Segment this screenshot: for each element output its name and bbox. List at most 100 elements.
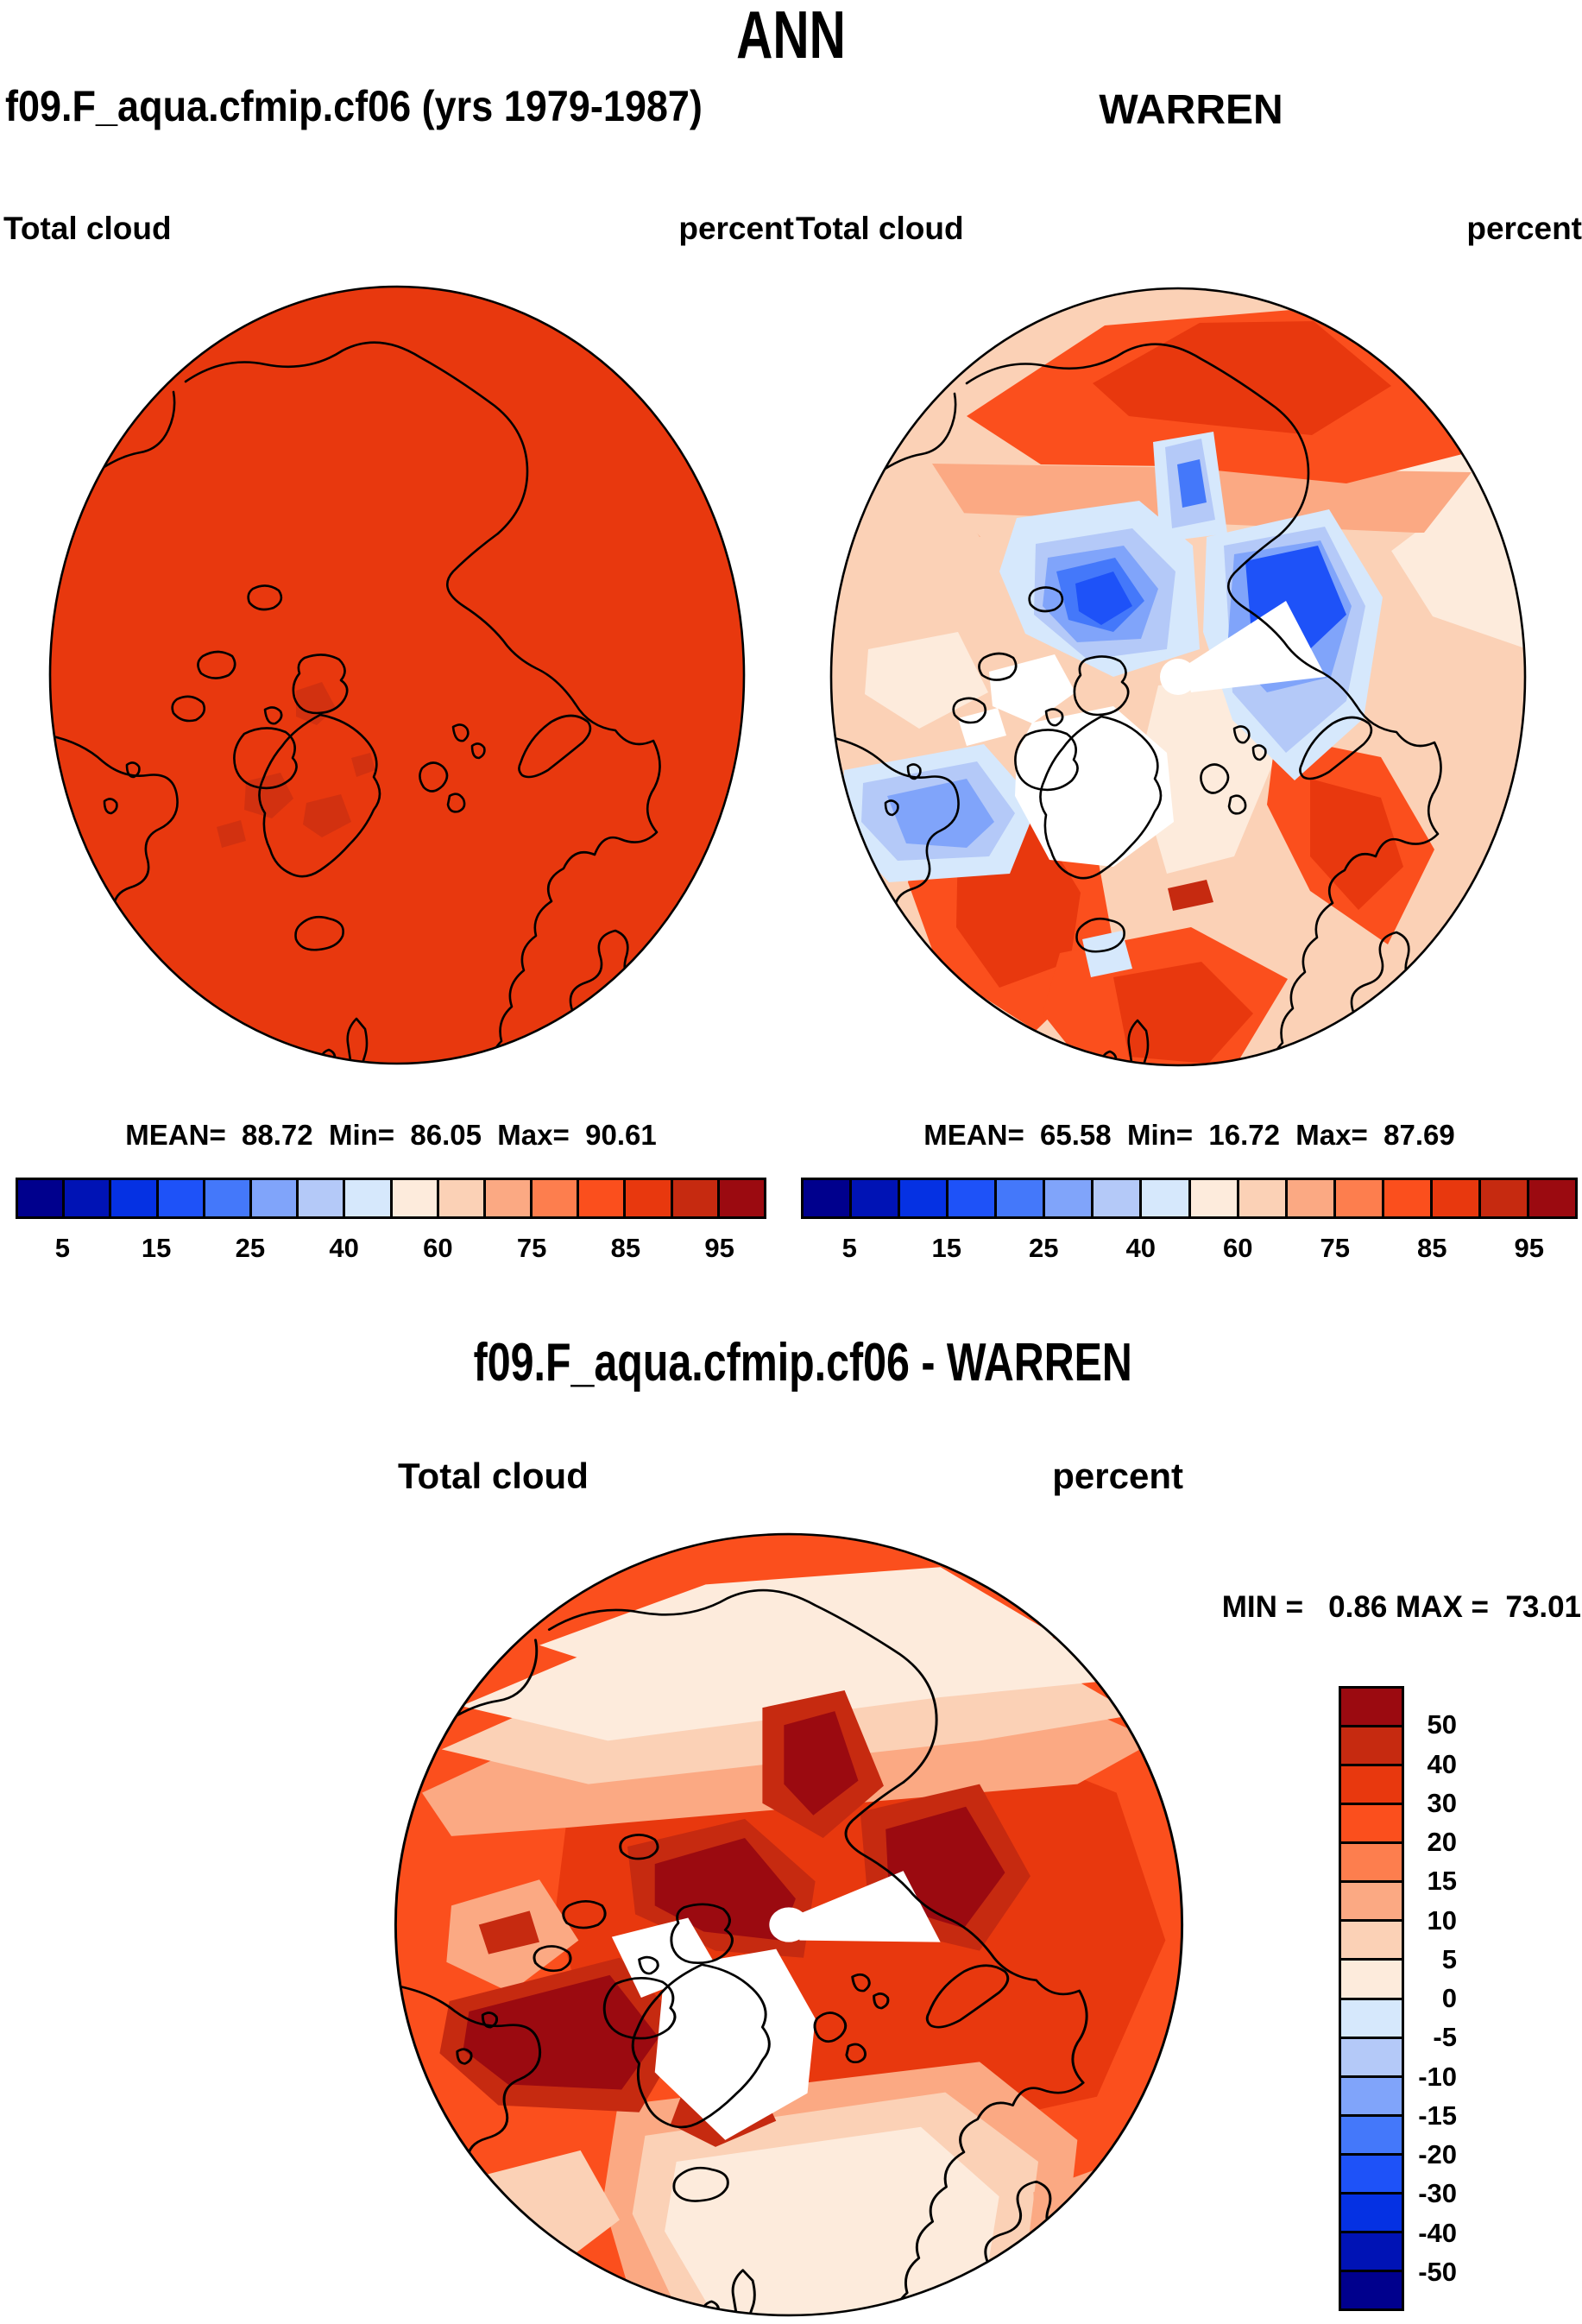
colorbar-cell	[1341, 1727, 1402, 1765]
colorbar-tick-label: 5	[54, 1233, 70, 1263]
model-colorbar-ticks: 5 15 25 40 60 75 85 95	[16, 1233, 766, 1267]
model-map	[47, 285, 747, 1066]
colorbar-tick-label: 95	[1514, 1233, 1544, 1263]
obs-field-label: Total cloud	[796, 211, 964, 246]
colorbar-cell	[1341, 2271, 1402, 2308]
colorbar-tick-label: 0	[1441, 1983, 1457, 2013]
colorbar-cell	[1142, 1180, 1188, 1216]
model-field	[50, 287, 744, 1064]
colorbar-cell	[579, 1180, 624, 1216]
colorbar-cell	[1341, 2232, 1402, 2270]
colorbar-tick-label: -15	[1418, 2100, 1457, 2131]
colorbar-tick-label: 15	[1427, 1866, 1457, 1897]
model-stats-line: MEAN= 88.72 Min= 86.05 Max= 90.61	[125, 1119, 657, 1151]
colorbar-tick-label: 40	[329, 1233, 359, 1263]
colorbar-tick-label: 5	[841, 1233, 857, 1263]
colorbar-cell	[1341, 2155, 1402, 2192]
colorbar-tick-label: 50	[1427, 1709, 1457, 1740]
colorbar-cell	[205, 1180, 249, 1216]
colorbar-cell	[900, 1180, 947, 1216]
colorbar-tick-label: -20	[1418, 2139, 1457, 2169]
colorbar-tick-label: 75	[1320, 1233, 1350, 1263]
colorbar-cell	[1335, 1180, 1382, 1216]
model-units-label: percent	[678, 211, 794, 246]
colorbar-tick-label: 30	[1427, 1787, 1457, 1818]
colorbar-cell	[299, 1180, 344, 1216]
colorbar-cell	[997, 1180, 1043, 1216]
obs-panel-title: WARREN	[1099, 87, 1283, 133]
colorbar-cell	[1341, 1805, 1402, 1842]
diff-colorbar-ticks: 50 40 30 20 15 10 5 0 -5 -10 -15 -20 -30 -40 -50	[1409, 1686, 1457, 2311]
colorbar-tick-label: 15	[931, 1233, 961, 1263]
diff-field-label: Total cloud	[398, 1456, 589, 1496]
colorbar-cell	[1480, 1180, 1527, 1216]
colorbar-cell	[672, 1180, 717, 1216]
colorbar-cell	[719, 1180, 764, 1216]
colorbar-cell	[1341, 1766, 1402, 1803]
obs-field	[831, 288, 1525, 1065]
colorbar-cell	[1341, 1883, 1402, 1920]
colorbar-cell	[1045, 1180, 1092, 1216]
diff-field	[395, 1534, 1182, 2315]
colorbar-tick-label: 25	[235, 1233, 266, 1263]
colorbar-cell	[1383, 1180, 1430, 1216]
colorbar-tick-label: 75	[516, 1233, 547, 1263]
colorbar-cell	[1341, 2077, 1402, 2114]
colorbar-cell	[1190, 1180, 1237, 1216]
colorbar-cell	[533, 1180, 577, 1216]
colorbar-tick-label: 10	[1427, 1904, 1457, 1936]
colorbar-cell	[438, 1180, 483, 1216]
model-field-label: Total cloud	[3, 211, 172, 246]
colorbar-tick-label: 40	[1427, 1748, 1457, 1779]
obs-colorbar	[801, 1178, 1578, 1219]
colorbar-cell	[345, 1180, 390, 1216]
colorbar-cell	[1238, 1180, 1285, 1216]
colorbar-tick-label: -30	[1418, 2178, 1457, 2209]
model-panel-title-text: f09.F_aqua.cfmip.cf06 (yrs 1979-1987)	[5, 82, 703, 130]
colorbar-cell	[251, 1180, 297, 1216]
colorbar-tick-label: 40	[1125, 1233, 1156, 1263]
colorbar-cell	[1341, 2116, 1402, 2153]
diff-minmax-line: MIN = 0.86 MAX = 73.01	[1221, 1590, 1581, 1624]
page-title-text: ANN	[736, 0, 846, 73]
diff-units-label: percent	[1052, 1456, 1183, 1496]
colorbar-cell	[392, 1180, 437, 1216]
colorbar-tick-label: 5	[1441, 1943, 1457, 1974]
colorbar-cell	[111, 1180, 156, 1216]
page-title: ANN	[0, 0, 1582, 71]
model-label-row: Total cloud percent	[3, 211, 794, 247]
diff-map-outline	[394, 1532, 1184, 2317]
diff-map	[393, 1532, 1185, 2318]
colorbar-cell	[485, 1180, 531, 1216]
colorbar-cell	[626, 1180, 671, 1216]
colorbar-cell	[949, 1180, 995, 1216]
model-map-outline	[48, 285, 746, 1065]
colorbar-cell	[804, 1180, 850, 1216]
colorbar-tick-label: -50	[1418, 2256, 1457, 2287]
colorbar-tick-label: 20	[1427, 1827, 1457, 1857]
obs-units-label: percent	[1466, 211, 1582, 246]
colorbar-cell	[1341, 1961, 1402, 1998]
obs-stats-line: MEAN= 65.58 Min= 16.72 Max= 87.69	[923, 1119, 1455, 1151]
colorbar-tick-label: 60	[1223, 1233, 1253, 1263]
colorbar-cell	[65, 1180, 110, 1216]
colorbar-cell	[852, 1180, 898, 1216]
model-colorbar	[16, 1178, 766, 1219]
obs-colorbar-ticks: 5 15 25 40 60 75 85 95	[801, 1233, 1578, 1267]
colorbar-tick-label: 85	[610, 1233, 641, 1263]
colorbar-tick-label: 85	[1417, 1233, 1447, 1263]
colorbar-tick-label: 15	[141, 1233, 172, 1263]
colorbar-cell	[18, 1180, 63, 1216]
model-panel-title: f09.F_aqua.cfmip.cf06 (yrs 1979-1987)	[5, 85, 780, 128]
colorbar-cell	[1341, 1999, 1402, 2037]
colorbar-cell	[1341, 1689, 1402, 1726]
colorbar-tick-label: -5	[1433, 2022, 1457, 2053]
colorbar-tick-label: -40	[1418, 2217, 1457, 2248]
colorbar-tick-label: 25	[1029, 1233, 1059, 1263]
colorbar-tick-label: 60	[423, 1233, 453, 1263]
colorbar-cell	[1432, 1180, 1478, 1216]
colorbar-cell	[158, 1180, 203, 1216]
colorbar-tick-label: -10	[1418, 2061, 1457, 2092]
colorbar-cell	[1341, 2194, 1402, 2231]
